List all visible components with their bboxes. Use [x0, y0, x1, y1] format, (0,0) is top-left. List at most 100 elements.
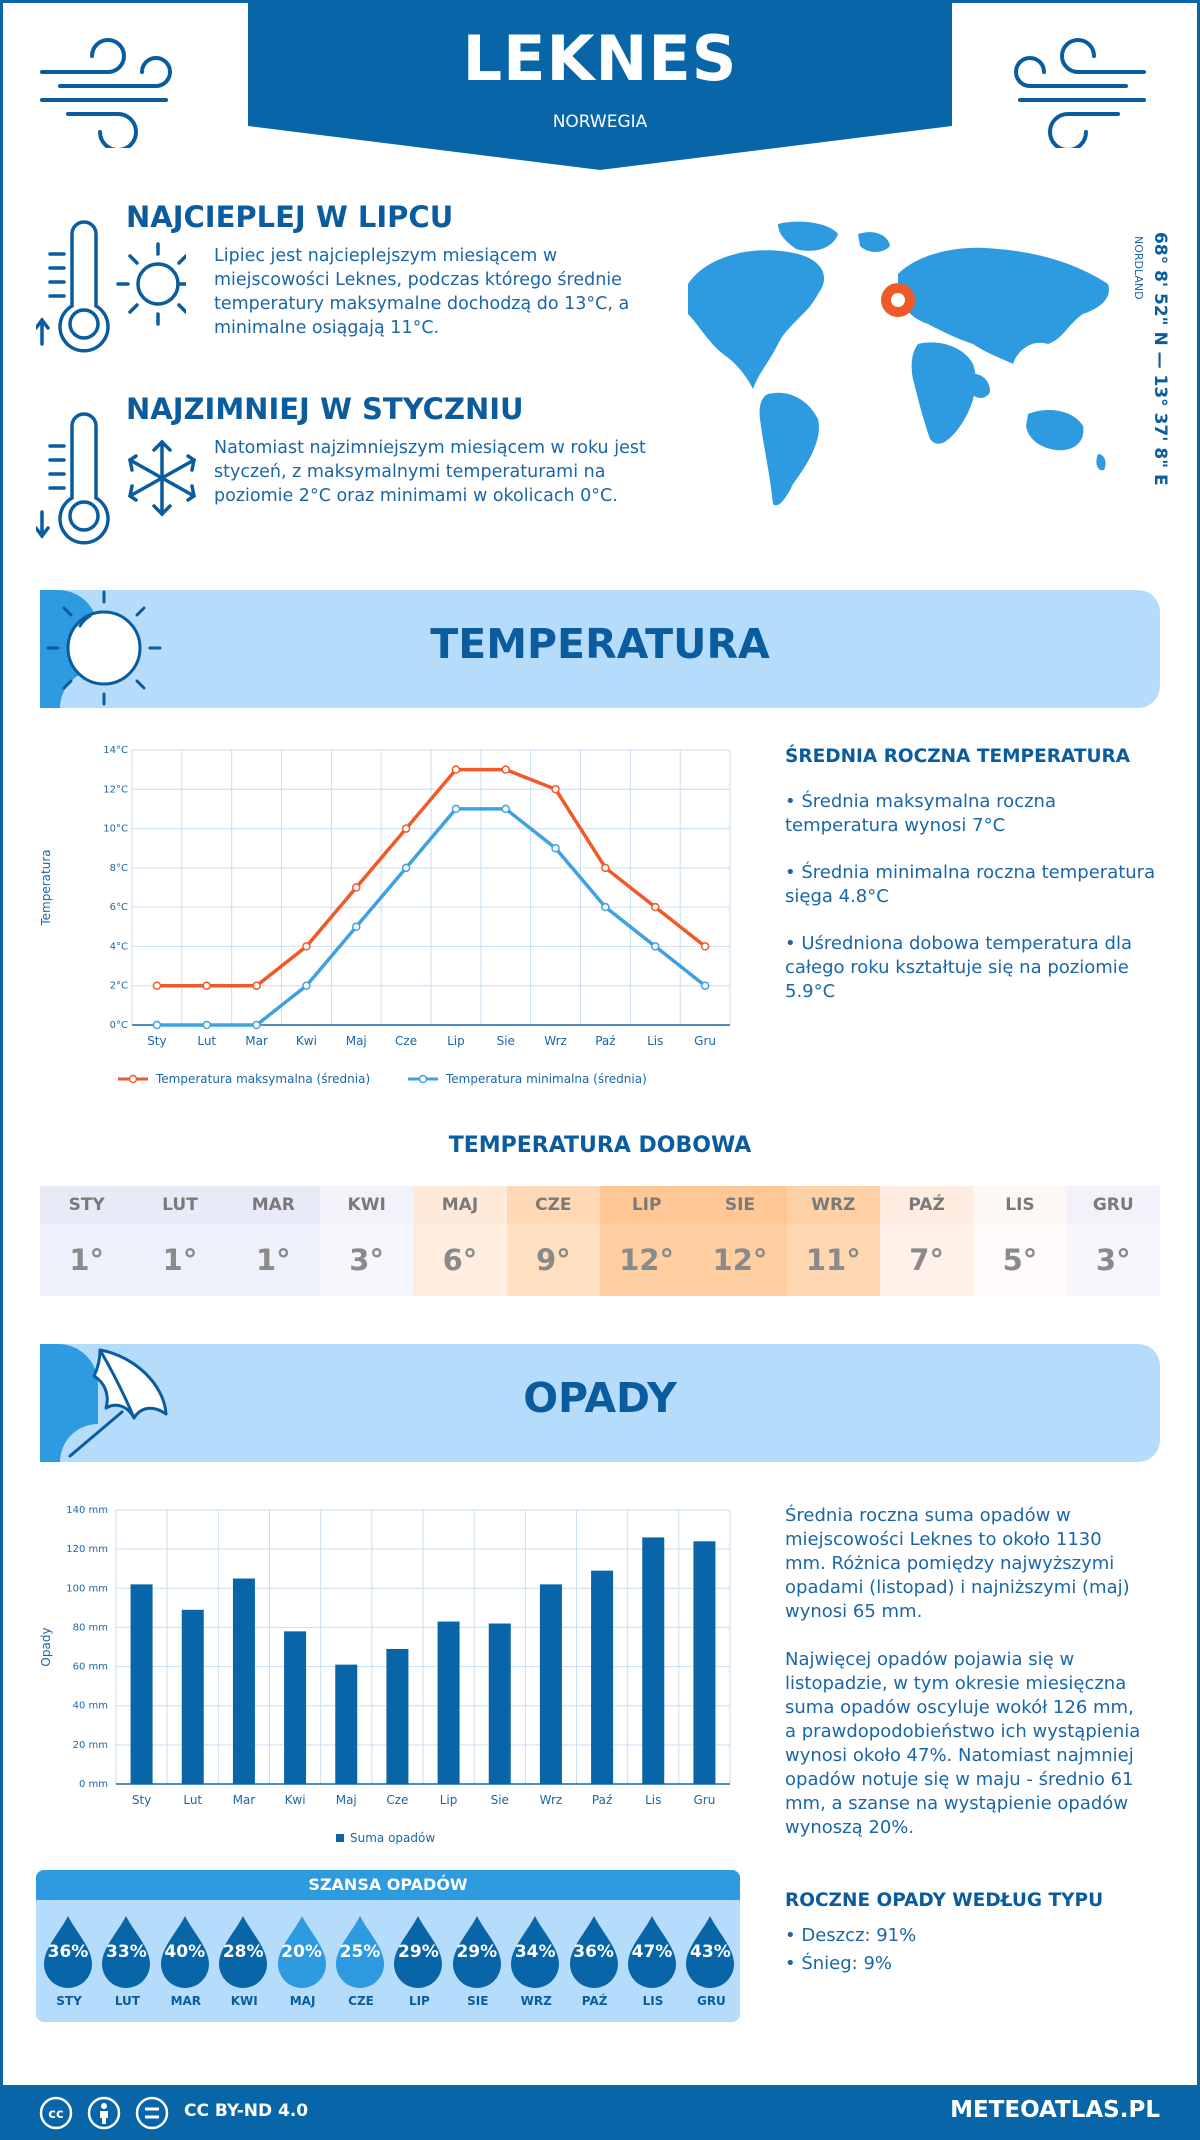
legend-label: Suma opadów: [350, 1831, 435, 1845]
daily-temp-value: 12°: [599, 1224, 694, 1296]
series-line: [156, 767, 707, 988]
precip-chance-value: 33%: [106, 1942, 147, 1962]
temperature-banner: TEMPERATURA: [40, 590, 1160, 708]
precip-chance-item: 29% LIP: [390, 1914, 448, 2008]
data-point: [601, 902, 610, 912]
month-label: LIS: [973, 1186, 1067, 1224]
daily-temp-cell: MAR 1°: [226, 1186, 320, 1296]
data-point: [302, 981, 311, 990]
daily-temp-cell: STY 1°: [40, 1186, 134, 1296]
y-tick-label: 0°C: [110, 1020, 128, 1031]
temperature-bullet: • Uśredniona dobowa temperatura dla całe…: [785, 933, 1133, 1002]
month-label: LIP: [599, 1186, 694, 1224]
y-tick-label: 40 mm: [73, 1701, 108, 1712]
precip-chance-value: 28%: [222, 1942, 264, 1962]
precip-chance-value: 36%: [47, 1942, 89, 1962]
precip-chance-item: 20% MAJ: [274, 1914, 332, 2008]
data-point: [700, 981, 710, 990]
precip-chance-value: 34%: [514, 1942, 556, 1962]
daily-temp-cell: CZE 9°: [506, 1186, 600, 1296]
temperature-title: TEMPERATURA: [430, 620, 770, 668]
precip-chance-item: 33% LUT: [98, 1914, 156, 2008]
month-label: PAŹ: [581, 1994, 608, 2008]
month-label: STY: [56, 1994, 82, 2008]
x-tick-label: Paź: [592, 1793, 612, 1807]
daily-temp-cell: KWI 3°: [319, 1186, 414, 1296]
site-link[interactable]: METEOATLAS.PL: [950, 2097, 1160, 2123]
x-tick-label: Gru: [694, 1034, 716, 1048]
x-tick-label: Wrz: [544, 1034, 567, 1048]
month-label: KWI: [230, 1994, 258, 2008]
precip-bar: [181, 1609, 204, 1784]
precip-chance-item: 40% MAR: [157, 1914, 215, 2008]
daily-temp-cell: LIS 5°: [973, 1186, 1067, 1296]
data-point: [352, 883, 361, 892]
month-label: KWI: [319, 1186, 414, 1224]
precip-bar: [642, 1537, 665, 1784]
data-point: [651, 942, 660, 951]
precip-chance-value: 40%: [164, 1942, 206, 1962]
x-tick-label: Sie: [497, 1034, 515, 1048]
precip-bar: [335, 1664, 358, 1784]
precip-chance-value: 29%: [398, 1942, 439, 1962]
precip-chance-value: 47%: [631, 1942, 673, 1962]
x-tick-label: Lip: [447, 1034, 465, 1048]
world-map: [688, 221, 1109, 506]
precip-bar: [693, 1541, 716, 1784]
daily-temp-value: 9°: [506, 1224, 600, 1296]
month-label: GRU: [1066, 1186, 1160, 1224]
data-point: [651, 902, 660, 912]
y-tick-label: 120 mm: [66, 1544, 108, 1555]
raindrop-icon: [219, 1916, 268, 1988]
data-point: [252, 1020, 261, 1030]
thermometer-snow-icon: [36, 412, 196, 545]
daily-temp-value: 12°: [693, 1224, 787, 1296]
warmest-fact: NAJCIEPLEJ W LIPCU Lipiec jest najcieple…: [36, 200, 636, 360]
coldest-text: Natomiast najzimniejszym miesiącem w rok…: [214, 438, 646, 506]
warmest-text: Lipiec jest najcieplejszym miesiącem w m…: [214, 246, 630, 338]
temperature-chart: 0°C 2°C 4°C 6°C 8°C 10°C 12°C 14°C Sty Lut Mar Kwi M…: [39, 745, 731, 1086]
y-tick-label: 10°C: [103, 824, 128, 835]
y-tick-label: 12°C: [103, 784, 128, 795]
month-label: SIE: [693, 1186, 787, 1224]
no-derivatives-icon: [135, 2096, 169, 2130]
month-label: WRZ: [520, 1994, 552, 2008]
precip-chance-item: 36% PAŹ: [566, 1914, 624, 2008]
precip-type-rain: • Deszcz: 91%: [785, 1925, 917, 1946]
y-tick-label: 0 mm: [79, 1779, 108, 1790]
daily-temp-value: 3°: [1066, 1224, 1160, 1296]
precipitation-chart: 0 mm 20 mm 40 mm 60 mm 80 mm 100 mm 120 mm 140 …: [39, 1505, 731, 1845]
attribution-icon: [87, 2096, 121, 2130]
precip-bar: [232, 1578, 255, 1784]
month-label: PAŹ: [879, 1186, 974, 1224]
daily-temp-cell: WRZ 11°: [786, 1186, 880, 1296]
country-label: NORWEGIA: [552, 112, 648, 132]
daily-temp-value: 1°: [133, 1224, 227, 1296]
legend-swatch: [128, 1074, 138, 1084]
daily-temp-cell: LIP 12°: [599, 1186, 694, 1296]
daily-temp-value: 6°: [413, 1224, 507, 1296]
x-tick-label: Wrz: [540, 1793, 563, 1807]
x-tick-label: Sty: [147, 1034, 166, 1048]
city-title: LEKNES: [462, 22, 738, 95]
x-tick-label: Paź: [595, 1034, 615, 1048]
data-point: [700, 942, 710, 951]
month-label: MAJ: [413, 1186, 507, 1224]
footer: cc CC BY-ND 4.0 METEOATLAS.PL: [0, 2085, 1200, 2140]
raindrop-icon: [44, 1916, 92, 1988]
data-point: [202, 981, 211, 990]
daily-temp-value: 11°: [786, 1224, 880, 1296]
y-tick-label: 8°C: [110, 863, 128, 874]
data-point: [601, 863, 610, 873]
precip-bar: [591, 1570, 614, 1784]
x-tick-label: Gru: [693, 1793, 715, 1807]
raindrop-icon: [336, 1916, 384, 1988]
region-label: NORDLAND: [1132, 236, 1145, 300]
month-label: LIS: [642, 1994, 664, 2008]
raindrop-icon: [394, 1916, 443, 1988]
month-label: CZE: [348, 1994, 374, 2008]
daily-temp-cell: SIE 12°: [693, 1186, 787, 1296]
y-tick-label: 20 mm: [73, 1740, 108, 1751]
x-tick-label: Lip: [440, 1793, 458, 1807]
title-banner: LEKNES NORWEGIA: [248, 0, 952, 170]
